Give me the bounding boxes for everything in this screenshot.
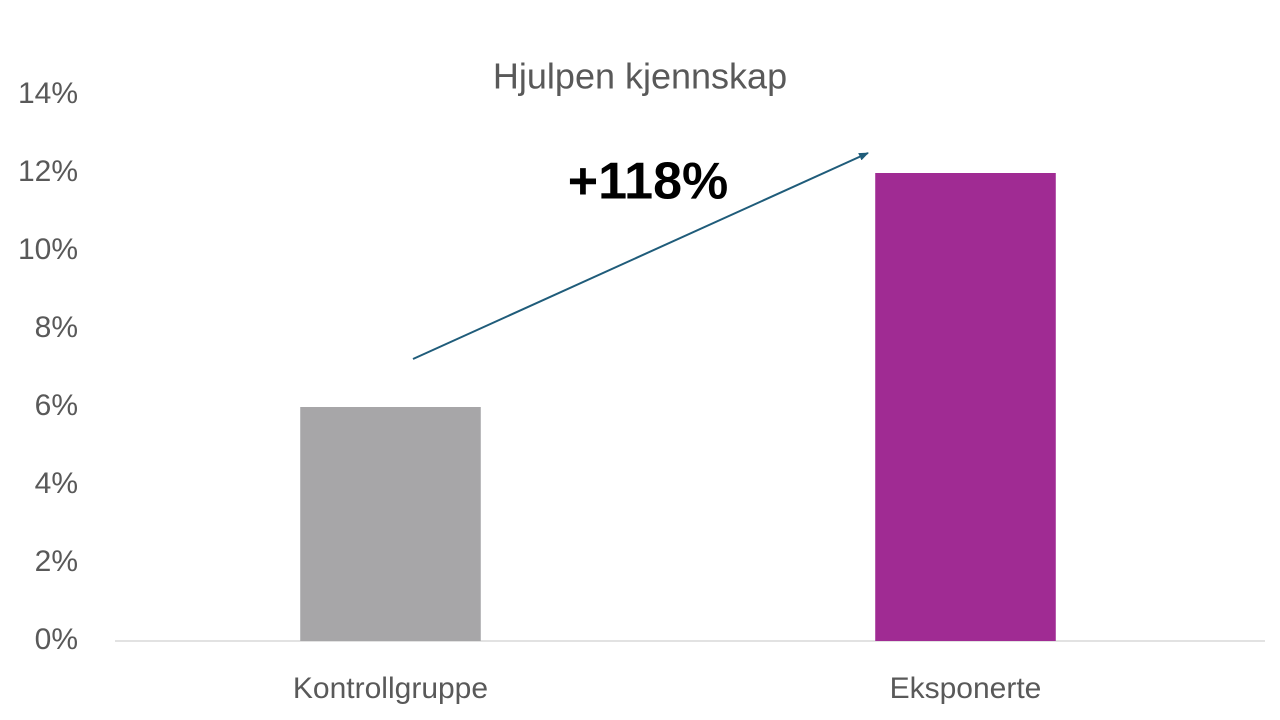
y-tick-label: 4% xyxy=(35,467,78,500)
annotation-arrow xyxy=(412,152,869,360)
bar xyxy=(300,407,481,641)
y-tick-label: 6% xyxy=(35,389,78,422)
y-tick-label: 12% xyxy=(18,155,78,188)
y-tick-label: 2% xyxy=(35,545,78,578)
y-tick-label: 10% xyxy=(18,233,78,266)
annotation: +118% xyxy=(568,153,729,211)
x-tick-label: Eksponerte xyxy=(890,672,1042,705)
y-tick-label: 0% xyxy=(35,623,78,656)
x-tick-label: Kontrollgruppe xyxy=(293,672,488,705)
y-tick-label: 14% xyxy=(18,77,78,110)
y-tick-label: 8% xyxy=(35,311,78,344)
chart-title: Hjulpen kjennskap xyxy=(493,56,787,97)
bar xyxy=(875,173,1056,641)
